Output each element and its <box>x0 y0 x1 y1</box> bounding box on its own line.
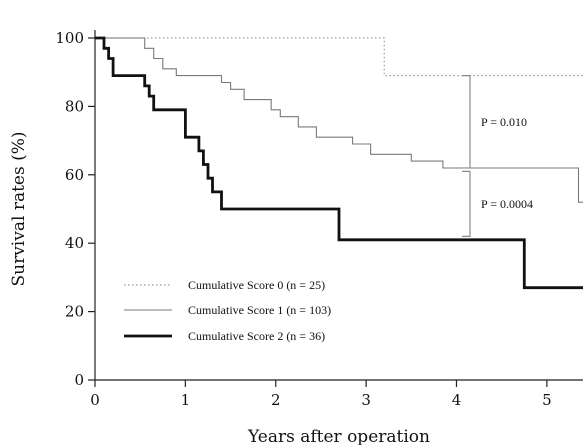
y-axis-title: Survival rates (%) <box>9 131 29 286</box>
x-tick-label: 2 <box>271 391 281 409</box>
y-tick-label: 80 <box>65 97 84 115</box>
y-tick-label: 0 <box>74 371 84 389</box>
annotation-layer: P = 0.010 P = 0.0004 <box>462 75 533 237</box>
axes: 0 20 40 60 80 100 0 1 2 3 4 5 Years after operation S… <box>9 29 583 445</box>
p-value-bracket-1 <box>462 170 471 237</box>
series-line-score-1 <box>95 37 583 203</box>
series-line-score-2 <box>95 36 583 290</box>
p-value-label: P = 0.0004 <box>481 197 533 211</box>
legend: Cumulative Score 0 (n = 25) Cumulative Sc… <box>124 278 331 343</box>
y-tick-label: 20 <box>65 303 84 321</box>
x-tick-label: 4 <box>452 391 462 409</box>
y-tick-label: 40 <box>65 234 84 252</box>
legend-label-score-0: Cumulative Score 0 (n = 25) <box>188 278 325 292</box>
x-tick-label: 0 <box>90 391 100 409</box>
y-tick-label: 100 <box>55 29 84 47</box>
series-line-score-0 <box>95 37 583 77</box>
legend-label-score-1: Cumulative Score 1 (n = 103) <box>188 303 331 317</box>
x-tick-label: 5 <box>542 391 552 409</box>
series-layer <box>95 36 583 290</box>
p-value-bracket-0 <box>462 75 471 169</box>
x-tick-label: 1 <box>181 391 191 409</box>
y-tick-label: 60 <box>65 166 84 184</box>
legend-label-score-2: Cumulative Score 2 (n = 36) <box>188 329 325 343</box>
x-tick-label: 3 <box>361 391 371 409</box>
p-value-label: P = 0.010 <box>481 115 527 129</box>
x-axis-title: Years after operation <box>247 427 430 445</box>
